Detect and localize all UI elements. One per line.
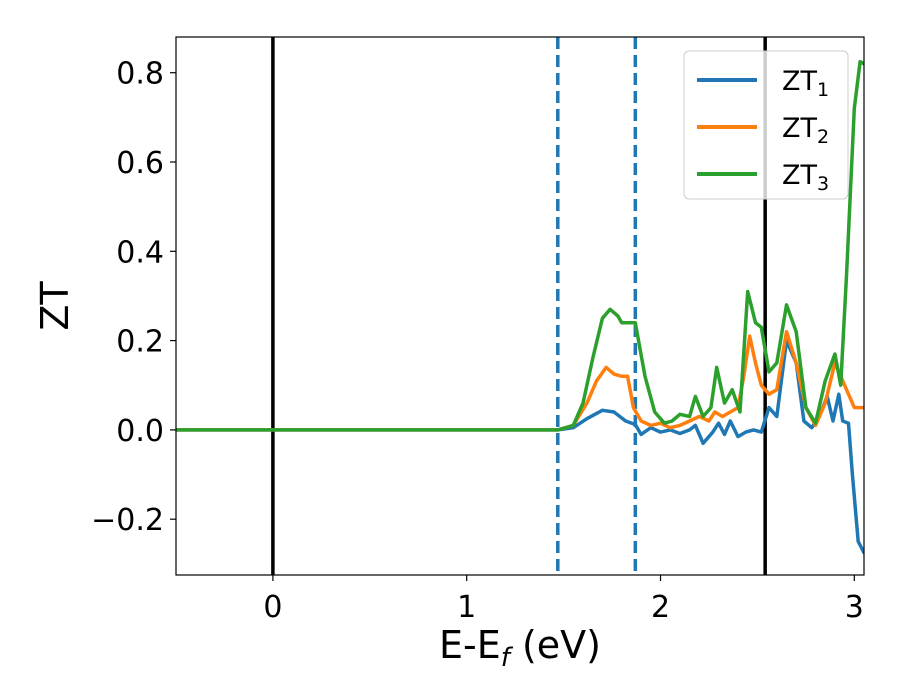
x-tick-label: 2	[651, 590, 670, 625]
x-axis-title-unit: (eV)	[510, 623, 601, 667]
x-axis-title: E-Ef (eV)	[439, 623, 601, 673]
legend-box	[683, 50, 849, 200]
series-line-zt1	[176, 338, 864, 555]
series-lines	[176, 59, 864, 555]
y-tick-label: 0.8	[116, 57, 164, 92]
y-tick-label: 0.2	[116, 325, 164, 360]
y-tick-label: −0.2	[91, 503, 164, 538]
y-tick-label: 0.6	[116, 146, 164, 181]
plot-frame	[175, 36, 865, 576]
series-line-zt3	[176, 59, 864, 432]
x-tick-label: 3	[845, 590, 864, 625]
legend: ZT1 ZT2 ZT3	[683, 50, 849, 200]
x-axis-title-main: E-E	[439, 623, 501, 667]
x-tick-label: 0	[263, 590, 282, 625]
legend-label-zt1: ZT1	[782, 66, 829, 101]
y-axis-title: ZT	[33, 281, 77, 331]
legend-label-zt3: ZT3	[782, 160, 829, 195]
y-tick-label: 0.4	[116, 235, 164, 270]
y-tick-label: 0.0	[116, 414, 164, 449]
x-tick-label: 1	[457, 590, 476, 625]
y-axis-ticks: −0.2 0.0 0.2 0.4 0.6 0.8	[91, 57, 176, 538]
x-axis-ticks: 0 1 2 3	[263, 575, 864, 625]
legend-label-zt2: ZT2	[782, 113, 829, 148]
